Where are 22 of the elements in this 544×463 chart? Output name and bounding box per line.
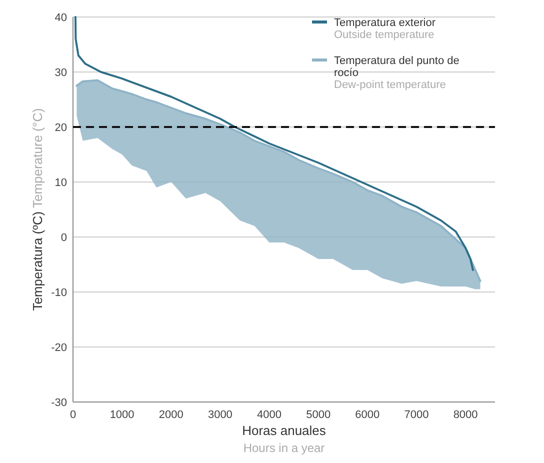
y-tick-label: 10 (54, 176, 67, 189)
x-tick-label: 6000 (355, 409, 380, 421)
x-tick-label: 8000 (453, 409, 478, 421)
x-tick-label: 0 (70, 409, 76, 421)
y-tick-label: -20 (51, 342, 67, 354)
y-tick-label: 40 (54, 12, 67, 24)
y-axis-title: Temperatura (ºC) Temperature (°C) (30, 108, 45, 311)
x-axis-title: Horas anuales Hours in a year (242, 423, 326, 455)
legend-label: Temperatura del punto de rocío Dew-point temperature (334, 55, 460, 91)
y-tick-label: -30 (51, 396, 67, 409)
x-tick-label: 2000 (158, 409, 184, 421)
x-tick-label: 4000 (257, 409, 282, 421)
x-tick-label: 3000 (208, 409, 232, 421)
line-series (74, 16, 474, 271)
y-tick-label: 0 (60, 232, 67, 244)
y-tick-label: 20 (54, 122, 67, 134)
legend-label: Temperatura exterior Outside temperature (334, 17, 436, 41)
x-tick-label: 1000 (110, 409, 134, 421)
y-tick-label: 30 (54, 66, 67, 79)
x-tick-label: 7000 (404, 409, 429, 421)
x-tick-label: 5000 (306, 409, 331, 421)
y-tick-label: -10 (51, 286, 67, 299)
